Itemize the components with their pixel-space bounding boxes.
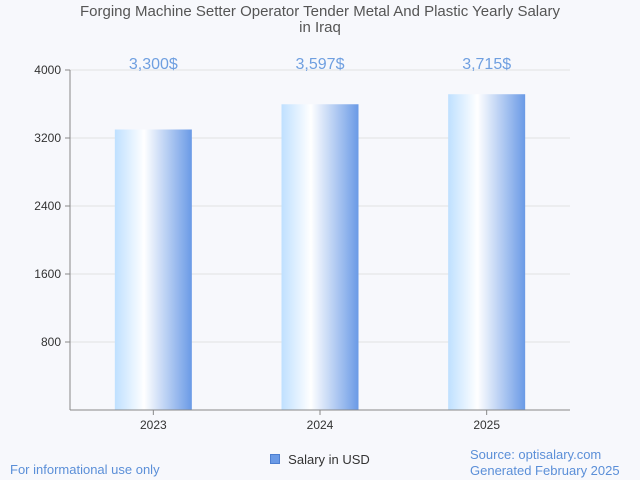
legend-label: Salary in USD [288,452,370,467]
y-tick-label: 2400 [34,199,61,213]
source-note: Source: optisalary.com Generated Februar… [470,447,620,479]
disclaimer-note: For informational use only [10,462,160,477]
legend-swatch [270,454,281,464]
x-tick-label: 2023 [140,418,167,432]
x-tick-label: 2025 [473,418,500,432]
value-label: 3,597$ [296,56,345,73]
generated-text: Generated February 2025 [470,463,620,478]
x-tick-label: 2024 [307,418,334,432]
value-label: 3,715$ [462,56,511,73]
chart-legend: Salary in USD [0,452,640,467]
y-tick-label: 3200 [34,131,61,145]
chart-title: Forging Machine Setter Operator Tender M… [0,4,640,36]
value-label: 3,300$ [129,56,178,73]
chart-title-line-1: Forging Machine Setter Operator Tender M… [80,3,560,20]
chart-title-line-2: in Iraq [299,19,341,36]
bar-2025 [448,94,526,410]
y-tick-label: 800 [41,335,61,349]
y-tick-label: 4000 [34,63,61,77]
bar-2023 [114,129,192,410]
y-tick-label: 1600 [34,267,61,281]
source-text: Source: optisalary.com [470,447,602,462]
bar-2024 [281,104,359,410]
